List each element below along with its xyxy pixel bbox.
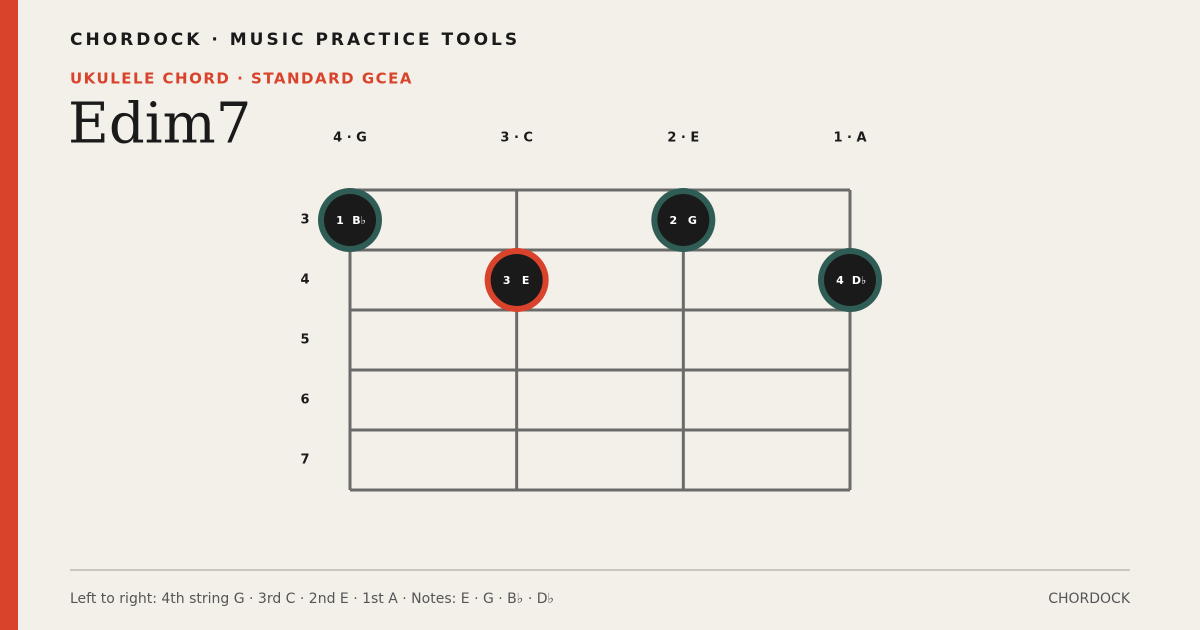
note-name: E [522,274,530,287]
fret-label: 6 [300,393,309,408]
note-name: G [688,214,697,227]
subtitle: UKULELE CHORD · STANDARD GCEA [70,70,413,88]
string-label: 4 · G [333,131,367,146]
dot-core [657,194,710,246]
fret-label: 4 [300,273,309,288]
string-label: 3 · C [500,131,533,146]
finger-number: 1 [336,214,344,227]
dot-core [824,254,876,306]
finger-number: 3 [503,274,511,287]
note-name: B♭ [352,214,366,227]
brand: CHORDOCK · MUSIC PRACTICE TOOLS [70,30,520,50]
string-label: 2 · E [667,131,699,146]
fret-label: 3 [300,213,309,228]
fret-label: 5 [300,333,309,348]
string-label: 1 · A [833,131,866,146]
footer-brand: CHORDOCK [1048,591,1131,607]
note-name: D♭ [852,274,866,287]
finger-dot: 4 D♭ [818,248,882,312]
dot-core [324,194,376,246]
dot-core [490,254,543,306]
finger-dot: 1 B♭ [318,188,382,252]
finger-number: 4 [836,274,844,287]
fret-label: 7 [300,453,309,468]
chord-name: Edim7 [68,92,251,157]
finger-number: 2 [670,214,678,227]
footer-caption: Left to right: 4th string G · 3rd C · 2n… [70,591,554,607]
accent-bar [0,0,18,630]
